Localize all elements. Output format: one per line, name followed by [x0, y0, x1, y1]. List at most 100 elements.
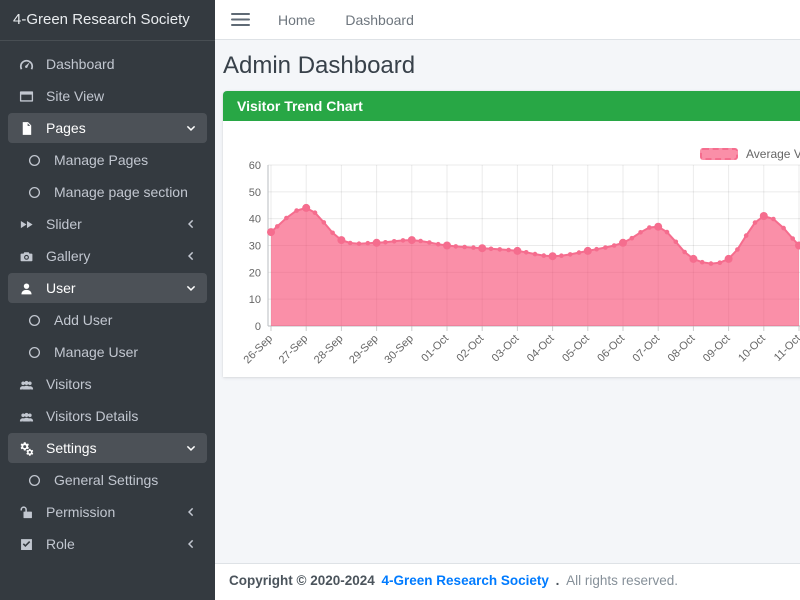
nav-link-dashboard[interactable]: Dashboard [345, 11, 414, 28]
card-header: Visitor Trend Chart [223, 91, 800, 121]
sidebar-item-label: Visitors [46, 376, 92, 392]
sidebar-item-label: Role [46, 536, 75, 552]
visitor-trend-card: Visitor Trend Chart Average Visitors 0 10… [223, 91, 800, 377]
sidebar-nav: Dashboard Site View Pages Manage Pages Manag… [0, 41, 215, 569]
svg-text:06-Oct: 06-Oct [595, 333, 627, 365]
svg-text:0: 0 [255, 321, 261, 333]
legend-swatch [700, 148, 738, 160]
svg-text:02-Oct: 02-Oct [454, 333, 486, 365]
sidebar-item-label: Visitors Details [46, 408, 139, 424]
footer-company-link[interactable]: 4-Green Research Society [381, 573, 549, 588]
sidebar-item-user[interactable]: User [8, 273, 207, 303]
sidebar-item-label: Permission [46, 504, 116, 520]
footer-rights: All rights reserved. [566, 573, 678, 588]
svg-text:50: 50 [249, 187, 261, 199]
chevron-left-icon [185, 250, 197, 262]
sidebar-item-role[interactable]: Role [8, 529, 207, 559]
sidebar-item-general-settings[interactable]: General Settings [8, 465, 207, 495]
sidebar-item-visitors-details[interactable]: Visitors Details [8, 401, 207, 431]
svg-text:07-Oct: 07-Oct [630, 333, 662, 365]
svg-text:29-Sep: 29-Sep [347, 333, 381, 367]
circle-icon [24, 312, 44, 328]
top-navbar: Home Dashboard [215, 0, 800, 40]
svg-text:27-Sep: 27-Sep [277, 333, 311, 367]
sidebar-item-permission[interactable]: Permission [8, 497, 207, 527]
sidebar-item-label: Site View [46, 88, 105, 104]
footer-dot: . [555, 573, 560, 588]
chevron-left-icon [185, 218, 197, 230]
sidebar-item-label: User [46, 280, 76, 296]
svg-text:09-Oct: 09-Oct [701, 333, 733, 365]
svg-text:60: 60 [249, 160, 261, 172]
svg-text:03-Oct: 03-Oct [490, 333, 522, 365]
chevron-left-icon [185, 506, 197, 518]
sidebar-item-pages[interactable]: Pages [8, 113, 207, 143]
svg-text:04-Oct: 04-Oct [525, 333, 557, 365]
gears-icon [16, 440, 36, 456]
hamburger-icon [231, 13, 250, 26]
sidebar-item-label: Dashboard [46, 56, 115, 72]
sidebar-item-label: Manage page section [54, 184, 188, 200]
users-icon [16, 376, 36, 392]
sidebar-item-add-user[interactable]: Add User [8, 305, 207, 335]
sidebar-item-gallery[interactable]: Gallery [8, 241, 207, 271]
chevron-down-icon [185, 122, 197, 134]
chart-container: Average Visitors 0 10 20 30 40 50 60 26-Sep27-S… [223, 121, 800, 377]
user-icon [16, 280, 36, 296]
circle-icon [24, 184, 44, 200]
sidebar-item-label: Manage User [54, 344, 139, 360]
file-icon [16, 120, 36, 136]
page-title: Admin Dashboard [223, 52, 416, 79]
camera-icon [16, 248, 36, 264]
sidebar-item-manage-pages[interactable]: Manage Pages [8, 145, 207, 175]
footer-copyright: Copyright © 2020-2024 [229, 573, 375, 588]
sidebar-item-label: General Settings [54, 472, 159, 488]
svg-text:05-Oct: 05-Oct [560, 333, 592, 365]
sidebar-item-manage-page-section[interactable]: Manage page section [8, 177, 207, 207]
forward-icon [16, 216, 36, 232]
sidebar-item-slider[interactable]: Slider [8, 209, 207, 239]
sidebar-item-label: Slider [46, 216, 82, 232]
main-area: Home Dashboard Admin Dashboard Visitor T… [215, 0, 800, 600]
svg-text:30: 30 [249, 241, 261, 253]
menu-toggle-button[interactable] [231, 12, 250, 27]
window-icon [16, 88, 36, 104]
sidebar-item-site-view[interactable]: Site View [8, 81, 207, 111]
svg-text:30-Sep: 30-Sep [382, 333, 416, 367]
content-area: Admin Dashboard Visitor Trend Chart Aver… [215, 40, 800, 563]
legend-label: Average Visitors [746, 147, 800, 161]
svg-text:01-Oct: 01-Oct [419, 333, 451, 365]
sidebar: 4-Green Research Society Dashboard Site V… [0, 0, 215, 600]
sidebar-item-manage-user[interactable]: Manage User [8, 337, 207, 367]
visitor-trend-chart: 0 10 20 30 40 50 60 26-Sep 27-Sep 28-Sep 29-Sep 30-… [242, 160, 800, 367]
sidebar-item-label: Gallery [46, 248, 91, 264]
check-square-icon [16, 536, 36, 552]
chart-legend[interactable]: Average Visitors [700, 147, 800, 161]
gauge-icon [16, 56, 36, 72]
sidebar-item-label: Pages [46, 120, 86, 136]
sidebar-item-visitors[interactable]: Visitors [8, 369, 207, 399]
nav-link-home[interactable]: Home [278, 11, 316, 28]
circle-icon [24, 152, 44, 168]
sidebar-item-label: Add User [54, 312, 113, 328]
chevron-left-icon [185, 538, 197, 550]
circle-icon [24, 472, 44, 488]
svg-text:10-Oct: 10-Oct [736, 333, 768, 365]
chevron-down-icon [185, 442, 197, 454]
unlock-icon [16, 504, 36, 520]
svg-text:20: 20 [249, 267, 261, 279]
sidebar-item-settings[interactable]: Settings [8, 433, 207, 463]
svg-text:28-Sep: 28-Sep [312, 333, 346, 367]
svg-text:10: 10 [249, 294, 261, 306]
svg-text:26-Sep: 26-Sep [242, 333, 276, 367]
svg-text:40: 40 [249, 214, 261, 226]
circle-icon [24, 344, 44, 360]
svg-text:08-Oct: 08-Oct [666, 333, 698, 365]
chevron-down-icon [185, 282, 197, 294]
users-icon [16, 408, 36, 424]
sidebar-item-dashboard[interactable]: Dashboard [8, 49, 207, 79]
brand-title[interactable]: 4-Green Research Society [0, 0, 215, 41]
footer: Copyright © 2020-2024 4-Green Research S… [215, 563, 800, 600]
svg-text:11-Oct: 11-Oct [772, 333, 800, 364]
sidebar-item-label: Settings [46, 440, 97, 456]
